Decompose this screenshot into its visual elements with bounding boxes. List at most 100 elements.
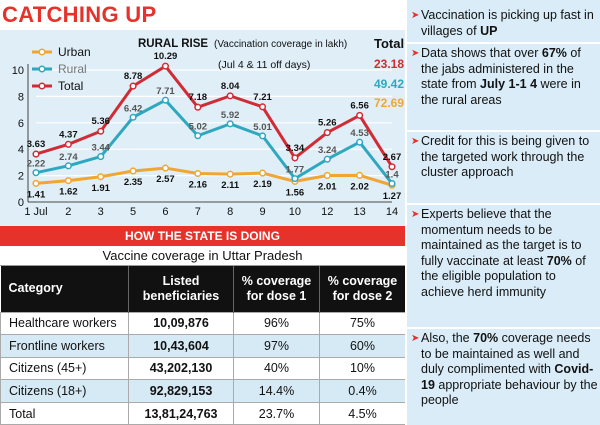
- header-category: Category: [0, 266, 129, 312]
- note-text: Credit for this is being given to the ta…: [421, 134, 590, 179]
- cell-dose-1: 14.4%: [233, 379, 320, 403]
- data-point-total: [258, 103, 267, 111]
- cell-dose-2: 0.4%: [319, 379, 406, 403]
- x-tick-label: 13: [354, 206, 366, 218]
- data-point-urban: [129, 167, 137, 175]
- data-label-urban: 2.19: [253, 179, 272, 190]
- x-tick-label: 9: [259, 206, 265, 218]
- chart-annotation: (Jul 4 & 11 off days): [218, 59, 310, 71]
- data-point-rural: [258, 132, 267, 140]
- data-label-rural: 4.53: [350, 128, 369, 139]
- data-label-total: 4.37: [59, 129, 78, 140]
- chart-subtitle: (Vaccination coverage in lakh): [214, 39, 347, 50]
- data-point-urban: [258, 169, 267, 177]
- data-label-urban: 1.27: [383, 191, 402, 202]
- cell-category: Healthcare workers: [0, 311, 129, 336]
- series-line-rural: [35, 98, 394, 185]
- note-divider: [407, 203, 600, 205]
- cell-dose-2: 10%: [319, 356, 406, 381]
- legend-marker-total: [38, 82, 46, 90]
- note-bold: July 1-1 4: [480, 77, 538, 91]
- data-label-rural: 5.92: [221, 110, 240, 121]
- data-label-total: 3.63: [27, 139, 46, 150]
- data-point-rural: [291, 175, 299, 183]
- note-text: were in the rural areas: [421, 77, 581, 107]
- note-divider: [407, 327, 600, 329]
- arrow-icon: ➤: [411, 48, 420, 59]
- note-3: ➤ Credit for this is being given to the …: [407, 134, 600, 181]
- note-divider: [407, 130, 600, 132]
- data-label-total: 10.29: [154, 51, 178, 62]
- data-label-urban: 1.56: [286, 187, 305, 198]
- header-dose-1: % coverage for dose 1: [233, 266, 320, 312]
- series-line-total: [35, 64, 394, 168]
- data-point-rural: [356, 138, 364, 146]
- data-label-rural: 7.71: [156, 86, 175, 97]
- data-point-total: [161, 62, 170, 70]
- data-point-urban: [32, 179, 40, 187]
- note-text: of the eligible population to achieve he…: [421, 253, 586, 299]
- data-point-total: [226, 92, 234, 100]
- cell-dose-2: 75%: [319, 311, 406, 336]
- y-tick-label: 10: [12, 65, 24, 77]
- data-point-urban: [64, 177, 72, 185]
- cell-dose-1: 96%: [233, 311, 320, 336]
- data-point-total: [388, 163, 396, 171]
- cell-dose-2: 4.5%: [319, 401, 406, 425]
- note-text: appropriate behaviour by the people: [421, 377, 598, 408]
- chart-title: RURAL RISE: [138, 38, 208, 50]
- table-row: Citizens (45+) 43,202,130 40% 10%: [0, 356, 406, 381]
- note-1: ➤ Vaccination is picking up fast in vill…: [407, 8, 600, 39]
- data-point-rural: [161, 96, 170, 104]
- note-4: ➤ Experts believe that the momentum need…: [407, 207, 600, 300]
- headline: CATCHING UP: [2, 2, 157, 27]
- total-header: Total: [374, 36, 404, 51]
- x-tick-label: 1 Jul: [24, 206, 47, 218]
- data-label-urban: 2.16: [189, 179, 208, 190]
- cell-dose-1: 23.7%: [233, 401, 320, 425]
- legend-label-rural: Rural: [58, 62, 87, 76]
- data-label-total: 7.21: [253, 92, 272, 103]
- legend-label-total: Total: [58, 79, 83, 93]
- line-chart: 0 2 4 6 8 10 1 Jul 2 3 5 6 7 8 9 10 12 13 14 RURAL RISE (Va…: [12, 36, 405, 218]
- cell-category: Citizens (18+): [0, 379, 129, 403]
- note-divider: [407, 42, 600, 44]
- y-tick-label: 8: [18, 91, 24, 103]
- data-point-rural: [97, 153, 105, 161]
- data-point-total: [323, 129, 331, 137]
- header-beneficiaries: Listed beneficiaries: [128, 266, 234, 312]
- data-point-total: [291, 154, 299, 162]
- series-total-total: 23.18: [374, 57, 404, 71]
- legend-marker-rural: [38, 65, 46, 73]
- data-label-total: 6.56: [350, 100, 369, 111]
- data-point-urban: [161, 164, 170, 172]
- data-point-urban: [194, 169, 202, 178]
- x-tick-label: 14: [386, 206, 398, 218]
- data-label-total: 5.36: [91, 116, 110, 127]
- x-tick-label: 5: [130, 206, 136, 218]
- data-label-urban: 1.62: [59, 187, 78, 198]
- notes-panel: ➤ Vaccination is picking up fast in vill…: [405, 0, 600, 425]
- note-bold: 67%: [541, 46, 567, 60]
- data-label-rural: 3.24: [318, 145, 337, 156]
- series-total-rural: 49.42: [374, 77, 404, 91]
- cell-beneficiaries: 13,81,24,763: [128, 401, 234, 425]
- x-tick-label: 8: [227, 206, 233, 218]
- note-text: Experts believe that the momentum needs …: [421, 207, 582, 268]
- note-text: of the jabs administered in the state fr…: [421, 46, 581, 91]
- data-point-rural: [32, 169, 40, 177]
- data-point-urban: [323, 171, 331, 180]
- data-point-urban: [226, 170, 234, 178]
- data-point-total: [356, 111, 364, 119]
- series-total-urban: 72.69: [374, 96, 404, 110]
- note-text: coverage needs to be maintained as well …: [421, 331, 591, 376]
- header-dose-2: % coverage for dose 2: [319, 266, 406, 312]
- section-title: HOW THE STATE IS DOING: [0, 226, 405, 246]
- data-point-total: [129, 82, 137, 90]
- x-tick-label: 6: [162, 206, 168, 218]
- cell-category: Total: [0, 401, 129, 425]
- cell-beneficiaries: 92,829,153: [128, 379, 234, 403]
- table-row: Citizens (18+) 92,829,153 14.4% 0.4%: [0, 379, 406, 403]
- table-caption: Vaccine coverage in Uttar Pradesh: [0, 246, 405, 266]
- cell-dose-1: 97%: [233, 334, 320, 358]
